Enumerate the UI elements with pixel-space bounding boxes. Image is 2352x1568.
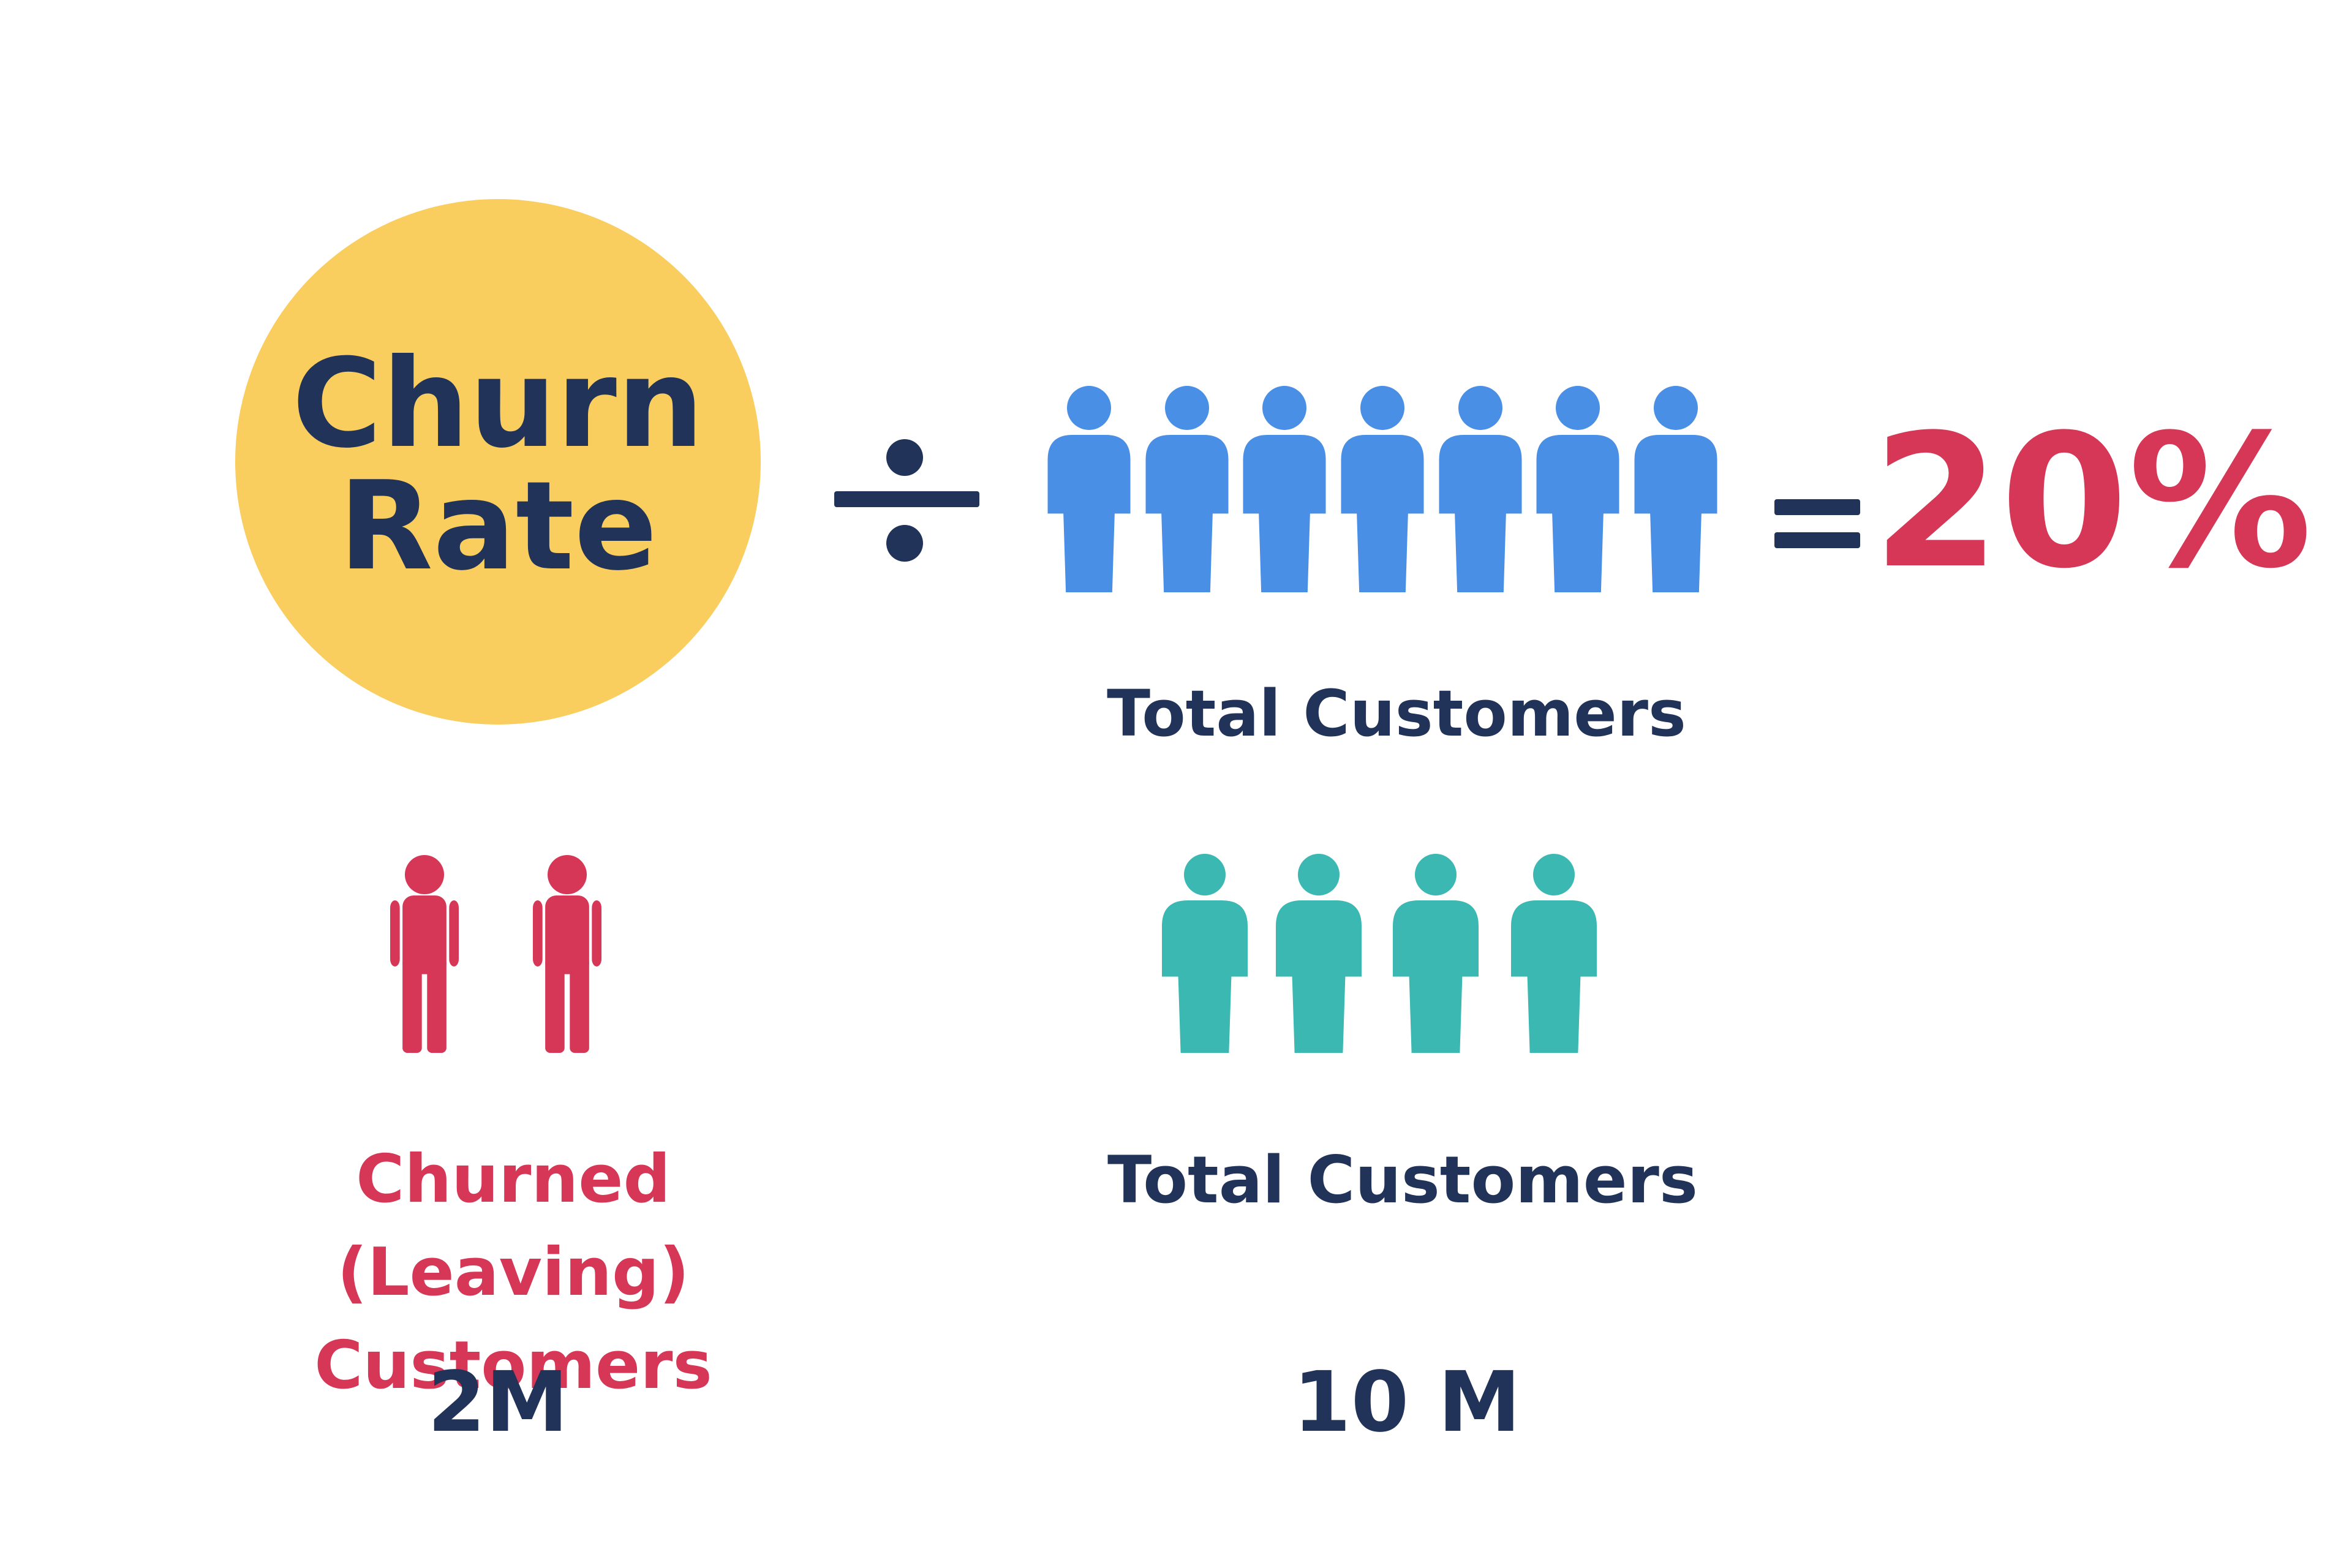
person-icon-part xyxy=(1165,386,1209,430)
denominator-label: Total Customers xyxy=(1107,676,1686,751)
person-icon-part xyxy=(592,900,601,967)
person-icon-part xyxy=(570,958,589,1053)
person-icon-part xyxy=(449,900,459,967)
person-icon-part xyxy=(1536,435,1619,592)
person-icon-part xyxy=(545,895,589,974)
person-icon-part xyxy=(1511,900,1597,1053)
result: 20% xyxy=(1872,395,2313,609)
person-icon-part xyxy=(1067,386,1111,430)
person-icon-part xyxy=(1654,386,1698,430)
person-icon-part xyxy=(1276,900,1362,1053)
divide-dot xyxy=(886,525,923,562)
equals-bar xyxy=(1774,532,1860,548)
person-icon-part xyxy=(427,958,447,1053)
person-icon-part xyxy=(1634,435,1717,592)
divide-bar xyxy=(834,491,979,507)
person-icon-part xyxy=(1262,386,1306,430)
person-icon-part xyxy=(1162,900,1248,1053)
total-value: 10 M xyxy=(1293,1354,1521,1451)
person-icon-part xyxy=(1298,854,1340,895)
churned-label: Churned (Leaving) Customers xyxy=(314,1141,712,1404)
title-circle xyxy=(235,199,761,725)
person-icon-part xyxy=(1439,435,1522,592)
person-icon-part xyxy=(1145,435,1229,592)
equals-bar xyxy=(1774,499,1860,515)
person-icon-part xyxy=(548,855,587,894)
total-label: Total Customers xyxy=(1107,1142,1698,1218)
person-icon-part xyxy=(1047,435,1131,592)
person-icon-part xyxy=(1243,435,1326,592)
person-icon-part xyxy=(402,895,447,974)
person-icon-part xyxy=(545,958,565,1053)
person-icon-part xyxy=(1458,386,1502,430)
divide-dot xyxy=(886,439,923,476)
person-icon-part xyxy=(1184,854,1226,895)
churned-value: 2M xyxy=(428,1354,568,1451)
people-icons xyxy=(390,386,1717,1053)
person-icon-part xyxy=(1393,900,1479,1053)
person-icon-part xyxy=(1556,386,1600,430)
person-icon-part xyxy=(1415,854,1457,895)
person-icon-part xyxy=(405,855,444,894)
person-icon-part xyxy=(1360,386,1404,430)
person-icon-part xyxy=(1341,435,1424,592)
person-icon-part xyxy=(1533,854,1575,895)
person-icon-part xyxy=(390,900,400,967)
person-icon-part xyxy=(533,900,543,967)
title: Churn Rate xyxy=(292,333,704,598)
person-icon-part xyxy=(402,958,422,1053)
